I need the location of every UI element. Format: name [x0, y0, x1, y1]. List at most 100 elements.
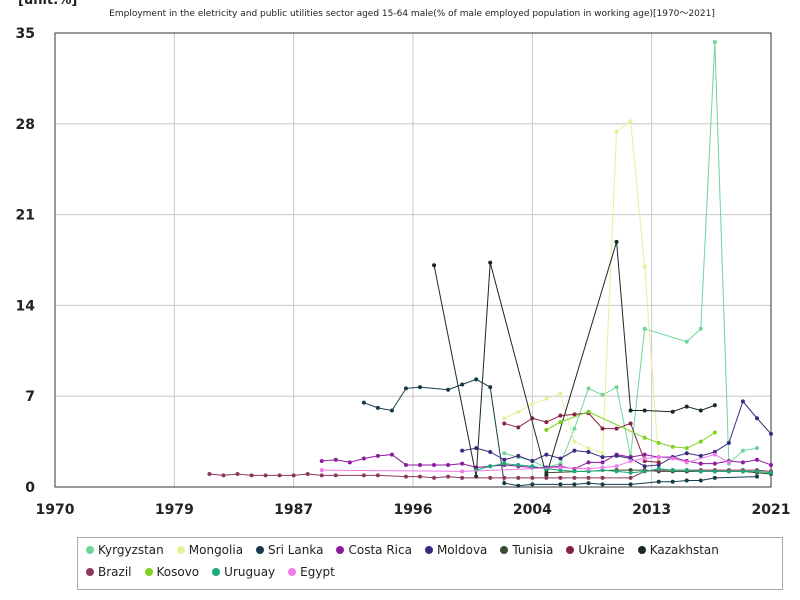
legend-item: Egypt: [288, 563, 335, 581]
legend-marker: [144, 568, 153, 576]
data-point: [572, 426, 577, 431]
data-point: [726, 469, 731, 474]
data-point: [712, 469, 717, 474]
chart-title: Employment in the eletricity and public …: [109, 9, 715, 19]
legend-label: Costa Rica: [348, 543, 412, 557]
data-point: [558, 413, 563, 418]
data-point: [235, 472, 240, 477]
legend-item: Moldova: [424, 541, 488, 559]
data-point: [544, 427, 549, 432]
legend-label: Moldova: [436, 543, 488, 557]
data-point: [403, 386, 408, 391]
legend-label: Tunisia: [512, 543, 554, 557]
legend-label: Ukraine: [578, 543, 625, 557]
data-point: [642, 452, 647, 457]
data-point: [460, 469, 465, 474]
data-point: [544, 452, 549, 457]
data-point: [600, 460, 605, 465]
data-point: [263, 473, 268, 478]
data-point: [530, 475, 535, 480]
data-point: [670, 479, 675, 484]
data-point: [684, 468, 689, 473]
data-point: [516, 462, 521, 467]
data-point: [572, 482, 577, 487]
data-point: [446, 462, 451, 467]
data-point: [544, 475, 549, 480]
data-point: [684, 451, 689, 456]
legend-item: Brazil: [86, 563, 132, 581]
data-point: [642, 435, 647, 440]
data-point: [221, 473, 226, 478]
legend-marker: [336, 546, 345, 554]
x-tick-label: 1987: [274, 502, 313, 518]
data-point: [670, 444, 675, 449]
data-point: [656, 466, 661, 471]
data-point: [558, 475, 563, 480]
legend-marker: [637, 546, 646, 554]
x-tick-label: 1970: [36, 502, 75, 518]
data-point: [558, 420, 563, 425]
data-point: [628, 408, 633, 413]
data-point: [361, 456, 366, 461]
legend-label: Uruguay: [224, 565, 276, 579]
legend-item: Uruguay: [212, 563, 275, 581]
data-point: [319, 473, 324, 478]
data-point: [502, 421, 507, 426]
data-point: [558, 456, 563, 461]
data-point: [600, 426, 605, 431]
data-point: [572, 412, 577, 417]
data-point: [600, 451, 605, 456]
data-point: [277, 473, 282, 478]
data-point: [558, 482, 563, 487]
series-line: [504, 412, 659, 463]
data-point: [698, 439, 703, 444]
y-tick-label: 21: [16, 208, 35, 224]
legend-marker: [212, 568, 221, 576]
plot-frame: [54, 32, 772, 488]
data-point: [712, 461, 717, 466]
data-point: [642, 469, 647, 474]
data-point: [754, 446, 759, 451]
data-point: [712, 40, 717, 45]
data-point: [586, 409, 591, 414]
data-point: [600, 465, 605, 470]
x-tick-label: 2004: [513, 502, 552, 518]
data-point: [347, 460, 352, 465]
data-point: [361, 473, 366, 478]
data-point: [389, 452, 394, 457]
legend-marker: [500, 546, 509, 554]
data-point: [712, 430, 717, 435]
data-point: [530, 464, 535, 469]
data-point: [488, 385, 493, 390]
legend-item: Tunisia: [500, 541, 553, 559]
data-point: [740, 399, 745, 404]
data-point: [642, 456, 647, 461]
data-point: [516, 483, 521, 488]
data-point: [446, 474, 451, 479]
data-point: [614, 385, 619, 390]
data-point: [432, 462, 437, 467]
data-point: [375, 473, 380, 478]
data-point: [516, 425, 521, 430]
data-point: [516, 453, 521, 458]
data-point: [712, 475, 717, 480]
data-point: [403, 462, 408, 467]
legend-item: Ukraine: [566, 541, 625, 559]
legend-item: Sri Lanka: [256, 541, 323, 559]
series-line: [504, 42, 758, 469]
data-point: [614, 239, 619, 244]
data-point: [586, 446, 591, 451]
data-point: [558, 391, 563, 396]
data-point: [432, 475, 437, 480]
data-point: [698, 453, 703, 458]
data-point: [740, 469, 745, 474]
data-point: [319, 459, 324, 464]
data-point: [600, 475, 605, 480]
data-point: [361, 400, 366, 405]
x-tick-label: 2021: [752, 502, 791, 518]
data-point: [488, 475, 493, 480]
data-point: [389, 408, 394, 413]
data-point: [502, 475, 507, 480]
